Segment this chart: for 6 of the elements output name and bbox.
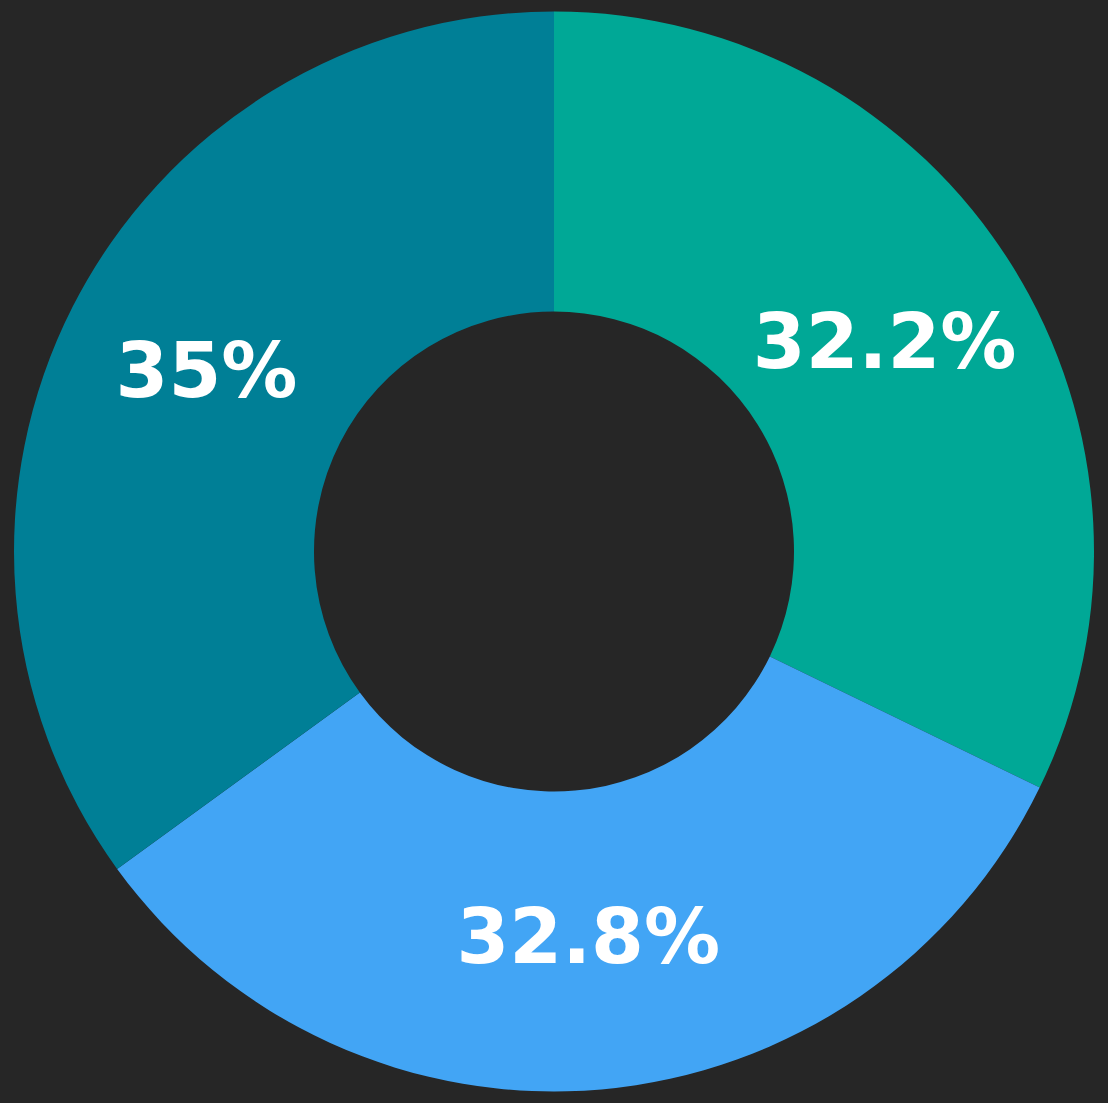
donut-slice	[14, 11, 554, 869]
data-label: 32.8%	[456, 891, 721, 981]
donut-slice	[554, 11, 1094, 788]
donut-slice	[117, 656, 1040, 1092]
data-label: 35%	[115, 326, 298, 416]
data-label: 32.2%	[752, 296, 1017, 386]
